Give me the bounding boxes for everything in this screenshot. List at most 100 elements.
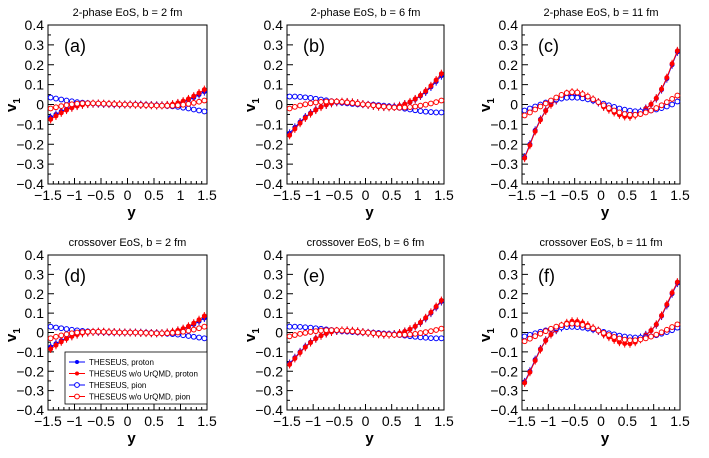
panel-d-point [53, 333, 59, 340]
panel-d-ylabel: v1 [3, 328, 23, 342]
panel-b-point [375, 102, 382, 109]
panel-d-point [53, 324, 59, 331]
panel-d-ytick-label: 0 [36, 325, 44, 341]
panel-a-ytick-label: −0.2 [16, 136, 44, 152]
panel-d-point [185, 327, 192, 334]
panel-b-point [423, 88, 429, 94]
panel-d-point [68, 330, 75, 337]
panel-c-point [637, 111, 644, 117]
panel-e-point [302, 329, 309, 336]
panel-b-series-4 [286, 97, 445, 112]
panel-b-point [428, 100, 434, 107]
panel-d-point [143, 329, 149, 336]
panel-d-ytick-label: 0.4 [25, 247, 45, 263]
panel-e-point [328, 327, 335, 334]
panel-a-series-4 [47, 97, 208, 112]
panel-c-ytick-label: 0 [510, 97, 518, 113]
panel-e-xtick-label: −1 [305, 413, 321, 429]
panel-f-point [532, 358, 538, 364]
panel-e-point [386, 331, 392, 338]
panel-d-point [153, 330, 160, 337]
panel-e-series-4 [286, 325, 445, 340]
panel-f-point [548, 331, 554, 337]
panel-e-point [428, 309, 434, 315]
panel-f-point [521, 333, 528, 340]
panel-a-xtick-label: 0.5 [144, 187, 164, 203]
panel-b-xtick-label: −1.5 [273, 187, 301, 203]
panel-b-point [407, 99, 413, 105]
panel-f-point [663, 326, 670, 333]
panel-b-point [292, 126, 298, 132]
panel-c-point [663, 99, 670, 106]
panel-d-xtick-label: −1 [67, 413, 83, 429]
panel-a-point [153, 102, 160, 109]
panel-a-point [196, 107, 202, 114]
panel-f-point [537, 330, 544, 337]
panel-e-point [407, 331, 413, 338]
panel-a-point [180, 101, 187, 108]
panel-a-point [58, 103, 65, 109]
panel-e-point [291, 323, 298, 330]
panel-d-point [201, 335, 208, 342]
panel-f-xtick-label: 0.5 [618, 413, 638, 429]
panel-d-point [190, 326, 197, 333]
panel-a-point [47, 94, 54, 101]
panel-c-point [600, 102, 607, 109]
panel-b-point [287, 132, 293, 138]
panel-a-point [174, 102, 181, 109]
panel-b-point [396, 104, 403, 111]
panel-d-point [201, 323, 208, 330]
panel-f-point [579, 322, 586, 328]
panel-d-xtick-label: 0.5 [144, 413, 164, 429]
panel-d-ylabel-sub: 1 [12, 328, 23, 334]
panel-c-point [574, 89, 581, 96]
panel-d-point [174, 329, 181, 336]
panel-d-point [180, 328, 187, 335]
panel-c-point [527, 142, 533, 148]
panel-c-xtick-label: −1.5 [508, 187, 536, 203]
panel-e-point [417, 330, 424, 336]
panel-c-point [569, 89, 575, 96]
panel-c-title: 2-phase EoS, b = 11 fm [543, 7, 658, 19]
panel-f-ylabel-sub: 1 [486, 328, 497, 334]
panel-b-point [323, 98, 330, 105]
panel-f-xtick-label: −0.5 [561, 413, 589, 429]
panel-c-ytick-label: 0.3 [499, 37, 519, 53]
panel-f-point [584, 323, 591, 330]
panel-f-title: crossover EoS, b = 11 fm [540, 237, 663, 249]
panel-d-point [111, 329, 118, 336]
panel-e-point [412, 330, 419, 337]
panel-c-tag: (c) [538, 36, 559, 56]
panel-e-ytick-label: 0.3 [264, 266, 284, 282]
panel-b-point [313, 107, 319, 113]
panel-d-xtick-label: 1.5 [197, 413, 217, 429]
panel-b-point [302, 94, 309, 101]
panel-f-ylabel: v1 [477, 328, 497, 342]
panel-a-point [58, 110, 64, 116]
panel-b-ytick-label: −0.3 [255, 156, 283, 172]
panel-d-point [47, 335, 54, 342]
panel-c-ytick-label: 0.1 [499, 77, 519, 93]
panel-d-point [106, 329, 112, 336]
panel-e-point [412, 323, 418, 329]
panel-c-ylabel: v1 [477, 98, 497, 112]
panel-e-point [391, 331, 398, 338]
panel-e-point [318, 327, 324, 334]
panel-d-ytick-label: −0.4 [16, 402, 44, 418]
panel-c-point [579, 91, 586, 98]
panel-b-xtick-label: 1 [414, 187, 422, 203]
panel-c-point [521, 107, 528, 114]
legend-entry: THESEUS, proton [69, 358, 154, 367]
panel-f-point [553, 323, 560, 330]
panel-f-ylabel-main: v [477, 333, 494, 342]
panel-a-ylabel-sub: 1 [12, 98, 23, 104]
panel-a-ylabel-main: v [3, 103, 20, 112]
panel-c-xtick-label: −0.5 [561, 187, 589, 203]
panel-c-point [537, 117, 543, 123]
panel-c-point [669, 96, 675, 102]
panel-f-point [653, 321, 659, 327]
panel-c-point [648, 101, 654, 107]
panel-f-point [664, 301, 670, 307]
panel-d-point [53, 342, 59, 348]
